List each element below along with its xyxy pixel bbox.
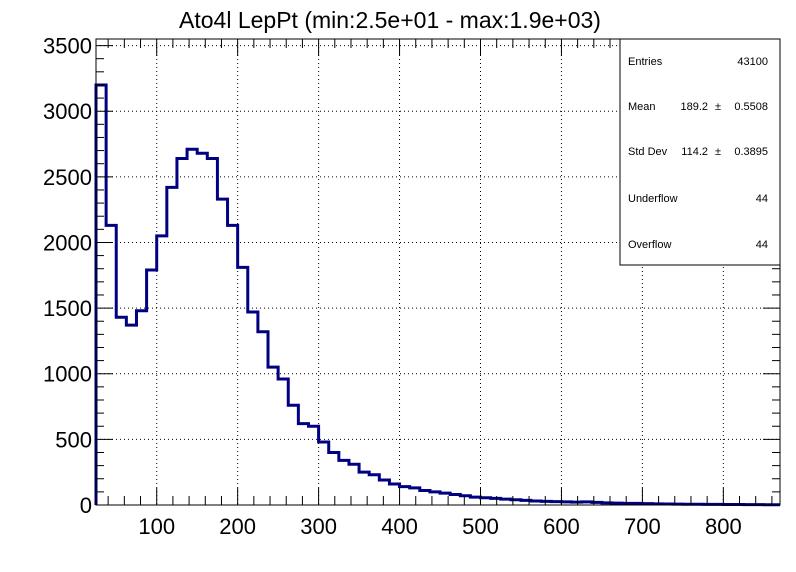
x-tick-labels: 100 200 300 400 500 600 700 800 <box>138 514 741 539</box>
x-tick-label-100: 100 <box>138 514 175 539</box>
y-tick-label-3000: 3000 <box>43 99 92 124</box>
plot-area-border <box>95 38 781 506</box>
y-tick-label-2000: 2000 <box>43 230 92 255</box>
grid-lines <box>96 39 780 505</box>
y-tick-label-500: 500 <box>55 427 92 452</box>
stats-box-frame <box>619 38 781 266</box>
axis-ticks <box>96 39 780 506</box>
x-tick-label-700: 700 <box>624 514 661 539</box>
stats-mean-pm: ± <box>715 101 721 113</box>
stats-box: Entries 43100 Mean 189.2 ± 0.5508 Std De… <box>619 38 781 266</box>
stats-stddev-label: Std Dev <box>628 146 668 158</box>
y-tick-label-3500: 3500 <box>43 34 92 59</box>
x-tick-label-600: 600 <box>543 514 580 539</box>
stats-stddev-value: 114.2 <box>681 146 708 158</box>
stats-underflow-label: Underflow <box>628 193 678 205</box>
stats-entries-label: Entries <box>628 56 663 68</box>
y-tick-label-0: 0 <box>80 493 92 518</box>
y-tick-labels: 0 500 1000 1500 2000 2500 3000 3500 <box>43 34 92 518</box>
stats-mean-error: 0.5508 <box>734 101 768 113</box>
stats-overflow-value: 44 <box>756 239 768 251</box>
chart-title: Ato4l LepPt (min:2.5e+01 - max:1.9e+03) <box>179 7 601 33</box>
y-tick-label-1500: 1500 <box>43 296 92 321</box>
x-tick-label-500: 500 <box>462 514 499 539</box>
y-tick-label-1000: 1000 <box>43 362 92 387</box>
stats-stddev-pm: ± <box>715 146 721 158</box>
stats-underflow-value: 44 <box>756 193 768 205</box>
histogram-series-line <box>94 83 780 507</box>
x-tick-label-300: 300 <box>300 514 337 539</box>
plot-frame <box>95 38 781 506</box>
x-tick-label-400: 400 <box>381 514 418 539</box>
x-tick-label-200: 200 <box>219 514 256 539</box>
x-tick-label-800: 800 <box>705 514 742 539</box>
stats-stddev-error: 0.3895 <box>734 146 768 158</box>
histogram-plot <box>94 83 780 507</box>
stats-mean-value: 189.2 <box>680 101 708 113</box>
stats-overflow-label: Overflow <box>628 239 671 251</box>
stats-mean-label: Mean <box>628 101 656 113</box>
y-tick-label-2500: 2500 <box>43 165 92 190</box>
stats-entries-value: 43100 <box>737 56 768 68</box>
